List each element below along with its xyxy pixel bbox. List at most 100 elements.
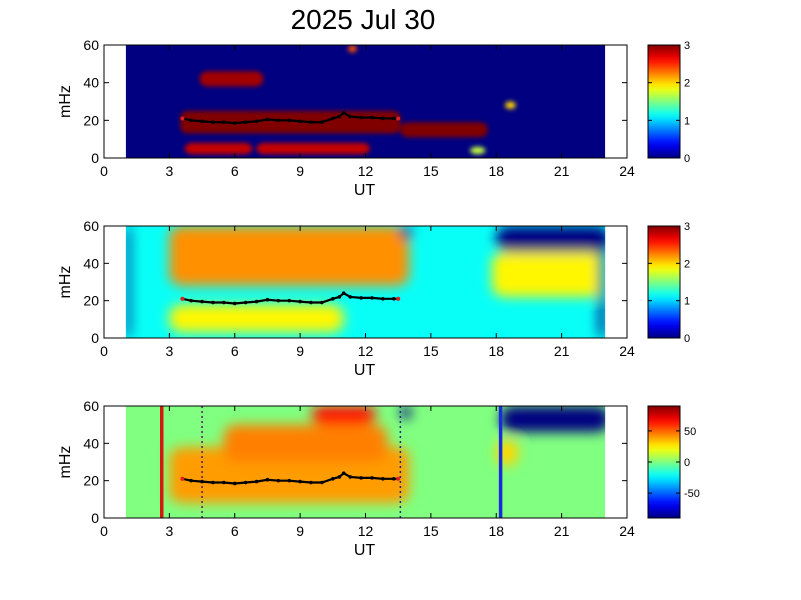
trace-point xyxy=(254,299,259,304)
x-axis-label: UT xyxy=(354,362,376,379)
x-axis-label: UT xyxy=(354,542,376,559)
trace-point xyxy=(200,479,204,484)
heatmap-region xyxy=(180,110,401,134)
trace-start-point xyxy=(180,296,185,301)
trace-point xyxy=(370,115,374,120)
trace-point xyxy=(287,478,292,483)
trace-start-point xyxy=(180,476,185,481)
y-tick-label: 40 xyxy=(83,75,99,91)
trace-start-point xyxy=(180,116,185,121)
heatmap-region xyxy=(223,424,388,462)
trace-point xyxy=(331,477,335,481)
trace-point xyxy=(211,480,215,485)
heatmap-region xyxy=(470,146,486,155)
y-tick-label: 60 xyxy=(83,218,99,234)
trace-point xyxy=(211,120,215,125)
x-tick-label: 0 xyxy=(100,343,108,359)
trace-point xyxy=(359,115,363,120)
x-tick-label: 3 xyxy=(165,343,173,359)
heatmap-region xyxy=(496,226,606,253)
trace-point xyxy=(348,295,353,299)
trace-point xyxy=(331,297,335,301)
y-tick-label: 40 xyxy=(83,435,99,451)
trace-point xyxy=(331,116,335,121)
panel-3: 0 3 6 9 12 15 18 21 24 0 20 40 60 UT mHz -50 0 50 xyxy=(57,398,700,559)
trace-point xyxy=(341,111,346,115)
x-tick-label: 15 xyxy=(423,343,439,359)
heatmap-background xyxy=(125,45,606,158)
heatmap-region xyxy=(500,406,606,433)
trace-point xyxy=(254,479,259,484)
colorbar xyxy=(647,405,681,519)
colorbar-tick-label: 50 xyxy=(684,426,696,438)
colorbar-tick-label: 2 xyxy=(684,258,690,270)
y-tick-label: 20 xyxy=(83,112,99,128)
trace-point xyxy=(200,299,204,304)
trace-point xyxy=(309,480,313,485)
trace-point xyxy=(348,114,353,119)
x-tick-label: 12 xyxy=(358,343,374,359)
trace-point xyxy=(287,118,292,123)
heatmap-region xyxy=(184,142,253,155)
x-tick-label: 21 xyxy=(554,343,570,359)
trace-point xyxy=(189,478,193,483)
y-tick-label: 20 xyxy=(83,293,99,309)
x-tick-label: 24 xyxy=(619,163,635,179)
y-tick-label: 0 xyxy=(91,330,99,346)
x-tick-label: 6 xyxy=(231,343,239,359)
trace-point xyxy=(320,480,324,485)
y-tick-label: 20 xyxy=(83,473,99,489)
trace-point xyxy=(359,476,363,480)
trace-point xyxy=(341,291,346,296)
colorbar-tick-label: 1 xyxy=(684,115,690,127)
trace-point xyxy=(222,300,226,305)
heatmap-region xyxy=(491,252,606,297)
colorbar-tick-label: 2 xyxy=(684,78,690,90)
colorbar-tick-label: 3 xyxy=(684,221,690,233)
trace-point xyxy=(381,477,385,481)
trace-point xyxy=(200,119,204,124)
trace-point xyxy=(309,300,313,305)
trace-point xyxy=(276,118,281,123)
colorbar-tick-label: 0 xyxy=(684,333,690,345)
x-tick-label: 18 xyxy=(488,343,504,359)
trace-point xyxy=(265,297,270,302)
x-tick-label: 3 xyxy=(165,163,173,179)
heatmap-region xyxy=(125,226,131,338)
heatmap-region xyxy=(199,71,264,87)
trace-point xyxy=(222,480,226,485)
figure-title: 2025 Jul 30 xyxy=(291,4,436,35)
y-axis-label: mHz xyxy=(57,266,74,299)
trace-point xyxy=(243,480,248,485)
trace-end-point xyxy=(396,296,401,301)
colorbar-tick-label: 1 xyxy=(684,296,690,308)
colorbar xyxy=(647,44,681,159)
trace-point xyxy=(189,118,193,123)
x-axis-label: UT xyxy=(354,182,376,199)
y-tick-label: 0 xyxy=(91,510,99,526)
heatmap-region xyxy=(169,226,410,286)
heatmap-region xyxy=(400,226,412,240)
trace-point xyxy=(232,481,237,486)
heatmap-region xyxy=(598,226,606,338)
heatmap-layer xyxy=(125,45,606,158)
y-tick-label: 0 xyxy=(91,150,99,166)
heatmap-region xyxy=(400,406,412,420)
heatmap-region xyxy=(348,45,357,53)
trace-end-point xyxy=(396,116,401,121)
trace-point xyxy=(222,120,226,125)
trace-end-point xyxy=(396,476,401,481)
trace-point xyxy=(211,300,215,305)
heatmap-layer xyxy=(125,226,606,338)
x-tick-label: 0 xyxy=(100,163,108,179)
trace-point xyxy=(298,299,302,304)
x-tick-label: 9 xyxy=(296,163,304,179)
y-tick-label: 60 xyxy=(83,398,99,414)
heatmap-region xyxy=(256,142,370,155)
trace-point xyxy=(348,475,353,479)
y-axis-label: mHz xyxy=(57,446,74,479)
x-tick-label: 15 xyxy=(423,523,439,539)
x-tick-label: 15 xyxy=(423,163,439,179)
